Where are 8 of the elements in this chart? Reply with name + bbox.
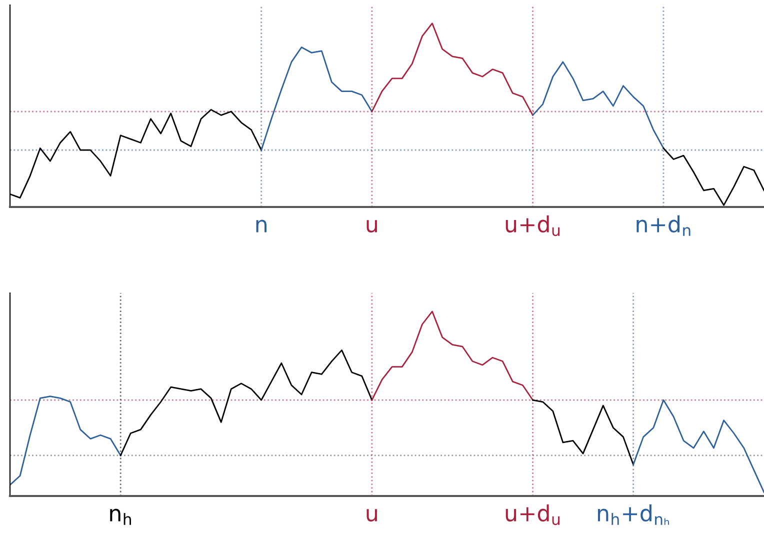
x-tick-label: u+d$_{u}$ [506,215,560,236]
x-tick-label: n+d$_{n}$ [636,215,690,236]
x-tick-label: u+d$_{u}$ [506,504,560,526]
x-tick-label: n [256,220,266,232]
x-tick-label: n$_{h}$+d$_{nₕ}$ [598,504,669,525]
x-tick-label: u [366,508,377,522]
x-tick-label: u [366,220,377,233]
x-tick-label: n$_{h}$ [110,508,131,525]
